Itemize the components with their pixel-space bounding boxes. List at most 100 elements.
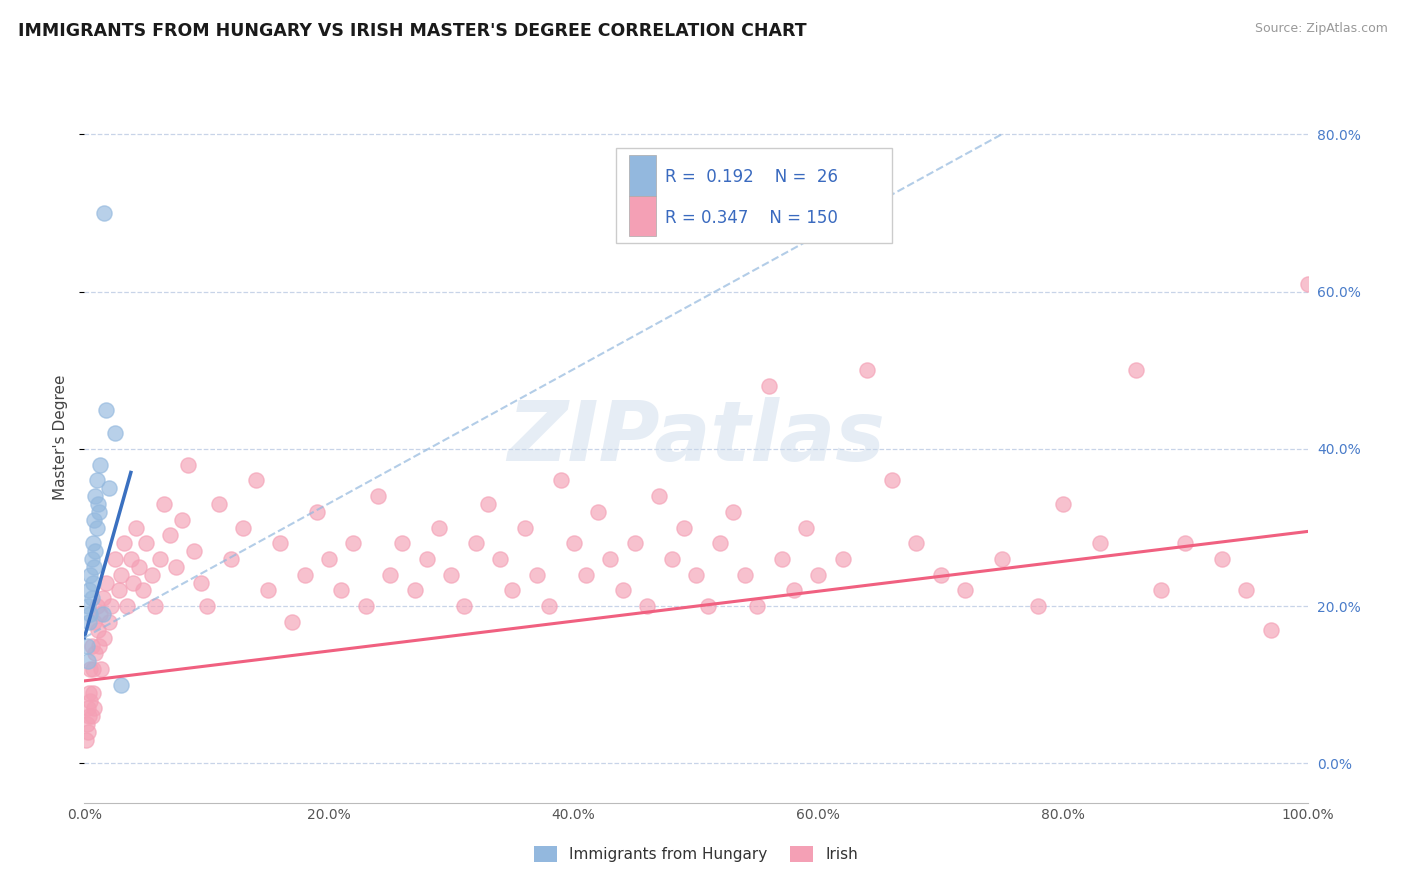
Point xyxy=(82,575,104,590)
Point xyxy=(734,567,756,582)
Point xyxy=(905,536,928,550)
Point xyxy=(143,599,166,614)
Point xyxy=(281,615,304,629)
Point xyxy=(1150,583,1173,598)
Point xyxy=(697,599,720,614)
Y-axis label: Master's Degree: Master's Degree xyxy=(53,375,69,500)
Point xyxy=(232,520,254,534)
Point xyxy=(1260,623,1282,637)
Point xyxy=(79,662,101,676)
Point xyxy=(83,559,105,574)
Point xyxy=(1174,536,1197,550)
Point xyxy=(294,567,316,582)
Legend: Immigrants from Hungary, Irish: Immigrants from Hungary, Irish xyxy=(527,840,865,868)
Point xyxy=(115,599,138,614)
Point xyxy=(97,615,120,629)
Point xyxy=(80,639,103,653)
Point xyxy=(93,206,115,220)
Point xyxy=(159,528,181,542)
Point xyxy=(87,623,110,637)
Point xyxy=(122,575,145,590)
Point xyxy=(747,599,769,614)
Point xyxy=(110,567,132,582)
Point xyxy=(538,599,561,614)
Point xyxy=(87,497,110,511)
Point xyxy=(77,709,100,723)
Point xyxy=(84,489,107,503)
Point xyxy=(183,544,205,558)
Point xyxy=(550,473,572,487)
Point xyxy=(86,599,108,614)
Point xyxy=(416,552,439,566)
Point xyxy=(77,615,100,629)
Point xyxy=(153,497,176,511)
Point xyxy=(75,732,97,747)
Point xyxy=(856,363,879,377)
Point xyxy=(89,458,111,472)
Point xyxy=(477,497,499,511)
Point xyxy=(526,567,548,582)
Point xyxy=(1028,599,1050,614)
Point xyxy=(86,473,108,487)
Point xyxy=(82,686,104,700)
Point xyxy=(489,552,512,566)
Point xyxy=(195,599,218,614)
Point xyxy=(80,709,103,723)
Point xyxy=(1125,363,1147,377)
Text: Source: ZipAtlas.com: Source: ZipAtlas.com xyxy=(1254,22,1388,36)
Point xyxy=(575,567,598,582)
Point xyxy=(354,599,377,614)
Point xyxy=(100,599,122,614)
Point xyxy=(96,575,118,590)
Point xyxy=(190,575,212,590)
Point xyxy=(172,513,194,527)
Point xyxy=(636,599,658,614)
Point xyxy=(318,552,340,566)
FancyBboxPatch shape xyxy=(628,195,655,235)
Point xyxy=(1052,497,1074,511)
Point xyxy=(177,458,200,472)
Point xyxy=(96,402,118,417)
Point xyxy=(208,497,231,511)
Point xyxy=(1088,536,1111,550)
Point xyxy=(391,536,413,550)
Point xyxy=(83,513,105,527)
Point xyxy=(880,473,903,487)
Point xyxy=(135,536,157,550)
Point xyxy=(87,505,110,519)
Point xyxy=(77,599,100,614)
Point xyxy=(90,662,112,676)
Point xyxy=(305,505,328,519)
Point xyxy=(93,631,115,645)
Point xyxy=(783,583,806,598)
Point xyxy=(83,701,105,715)
Point xyxy=(1236,583,1258,598)
Point xyxy=(149,552,172,566)
Point xyxy=(110,678,132,692)
Point xyxy=(91,607,114,621)
Text: ZIPatlas: ZIPatlas xyxy=(508,397,884,477)
Point xyxy=(770,552,793,566)
Point xyxy=(112,536,135,550)
Point xyxy=(513,520,536,534)
Text: IMMIGRANTS FROM HUNGARY VS IRISH MASTER'S DEGREE CORRELATION CHART: IMMIGRANTS FROM HUNGARY VS IRISH MASTER'… xyxy=(18,22,807,40)
Point xyxy=(624,536,647,550)
FancyBboxPatch shape xyxy=(628,155,655,195)
Point xyxy=(427,520,450,534)
Point xyxy=(953,583,976,598)
Point xyxy=(89,607,111,621)
Point xyxy=(269,536,291,550)
Point xyxy=(104,426,127,441)
Point xyxy=(831,552,853,566)
Point xyxy=(257,583,280,598)
Point xyxy=(464,536,486,550)
Point xyxy=(562,536,585,550)
Point xyxy=(709,536,731,550)
Point xyxy=(502,583,524,598)
Point xyxy=(128,559,150,574)
Point xyxy=(672,520,695,534)
Point xyxy=(991,552,1014,566)
Point xyxy=(80,552,103,566)
Point xyxy=(83,615,105,629)
Point xyxy=(97,481,120,495)
